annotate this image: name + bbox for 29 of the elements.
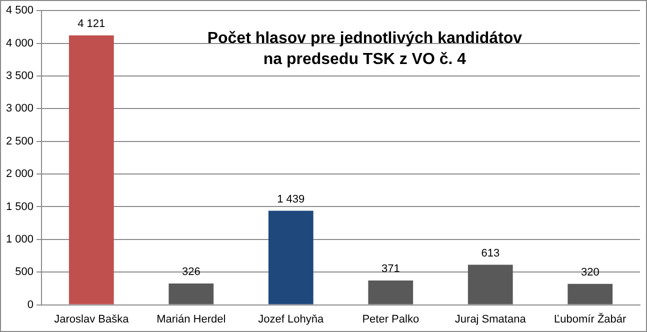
- x-tick-label: Juraj Smatana: [454, 313, 527, 326]
- x-tick-label: Peter Palko: [362, 313, 420, 326]
- y-tick-label: 4 500: [6, 4, 34, 17]
- x-tick-label: Jaroslav Baška: [54, 313, 130, 326]
- data-label: 320: [580, 266, 600, 278]
- y-tick-label: 2 000: [6, 168, 34, 180]
- x-tick-label: Jozef Lohyňa: [258, 313, 324, 326]
- data-label: 326: [182, 266, 200, 278]
- y-tick-label: 3 000: [6, 102, 34, 115]
- bar: [68, 35, 114, 304]
- y-tick-label: 4 000: [6, 37, 34, 50]
- bar: [368, 280, 414, 304]
- y-tick-label: 500: [15, 266, 34, 278]
- x-tick-label: Marián Herdel: [156, 313, 226, 326]
- y-tick-label: 1 000: [6, 233, 34, 246]
- data-label: 1 439: [277, 193, 305, 206]
- text: Počet hlasov pre jednotlivých kandidátov na predsedu TSK z VO č. 4: [207, 30, 522, 68]
- y-tick-label: 3 500: [6, 70, 34, 82]
- data-label: 613: [481, 247, 500, 260]
- data-label: 4 121: [78, 18, 106, 30]
- y-tick-label: 0: [27, 298, 34, 311]
- bar: [268, 210, 314, 304]
- y-tick-label: 1 500: [6, 200, 34, 213]
- data-label: 371: [381, 263, 400, 276]
- y-tick-label: 2 500: [6, 135, 34, 148]
- bar: [168, 283, 214, 304]
- x-tick-label: Ľubomír Žabár: [554, 312, 627, 326]
- bar: [468, 264, 513, 304]
- bar: [568, 284, 613, 304]
